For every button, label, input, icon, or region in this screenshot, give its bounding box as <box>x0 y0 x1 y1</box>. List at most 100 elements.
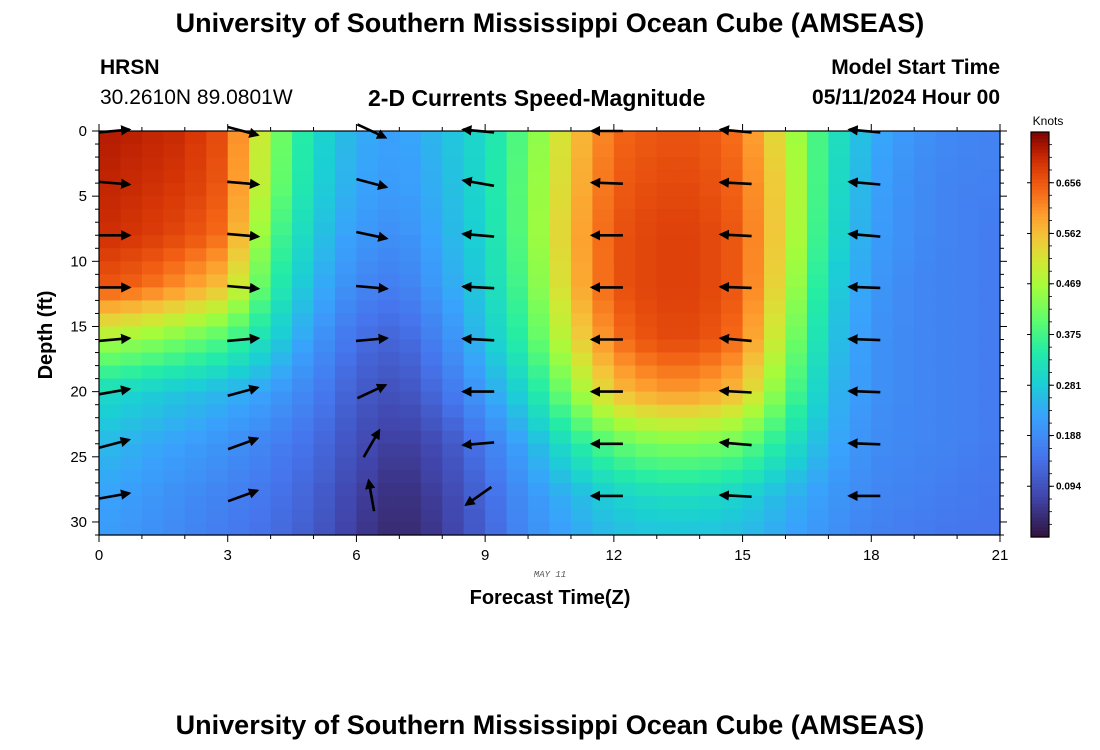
heatmap-cell <box>463 469 486 484</box>
heatmap-cell <box>806 235 829 249</box>
heatmap-cell <box>141 144 164 158</box>
heatmap-cell <box>935 443 958 458</box>
heatmap-cell <box>957 209 980 223</box>
heatmap-cell <box>163 209 186 223</box>
colorbar-tick-label: 0.656 <box>1056 178 1081 189</box>
heatmap-cell <box>334 261 358 275</box>
heatmap-cell <box>528 417 551 432</box>
heatmap-cell <box>656 183 679 197</box>
heatmap-cell <box>828 378 851 393</box>
heatmap-cell <box>292 469 315 484</box>
heatmap-cell <box>785 183 808 197</box>
heatmap-cell <box>828 196 851 210</box>
heatmap-cell <box>292 235 315 249</box>
heatmap-cell <box>549 339 572 354</box>
heatmap-cell <box>313 261 336 275</box>
heatmap-cell <box>892 144 915 158</box>
heatmap-cell <box>227 326 250 341</box>
heatmap-cell <box>699 521 722 536</box>
heatmap-cell <box>227 170 250 184</box>
heatmap-cell <box>99 391 122 406</box>
heatmap-cell <box>528 183 551 197</box>
colorbar-segment <box>1031 317 1049 322</box>
colorbar-segment <box>1031 354 1049 359</box>
colorbar-segment <box>1031 479 1049 484</box>
heatmap-cell <box>206 391 229 406</box>
heatmap-cell <box>334 352 358 367</box>
heatmap-cell <box>849 521 872 536</box>
heatmap-cell <box>227 365 250 380</box>
heatmap-cell <box>227 183 250 197</box>
heatmap-cell <box>270 209 293 223</box>
heatmap-cell <box>141 456 164 471</box>
heatmap-cell <box>613 482 636 497</box>
heatmap-cell <box>399 170 422 184</box>
heatmap-cell <box>120 443 143 458</box>
heatmap-cell <box>399 456 422 471</box>
heatmap-cell <box>764 365 787 380</box>
y-tick-label: 30 <box>70 514 87 531</box>
heatmap-cell <box>678 274 701 288</box>
heatmap-cell <box>613 365 636 380</box>
heatmap-cell <box>549 287 572 302</box>
heatmap-cell <box>678 482 701 497</box>
heatmap-cell <box>463 209 486 223</box>
colorbar-segment <box>1031 368 1049 373</box>
heatmap-cell <box>184 469 207 484</box>
heatmap-cell <box>377 144 400 158</box>
heatmap-cell <box>399 352 422 367</box>
heatmap-cell <box>528 430 551 445</box>
heatmap-cell <box>206 339 229 354</box>
heatmap-cell <box>806 261 829 275</box>
heatmap-cell <box>892 287 915 302</box>
heatmap-cell <box>227 261 250 275</box>
heatmap-cell <box>957 235 980 249</box>
heatmap-cell <box>420 495 443 510</box>
heatmap-cell <box>485 287 508 302</box>
heatmap-cell <box>463 391 486 406</box>
heatmap-cell <box>377 300 400 315</box>
heatmap-cell <box>828 131 851 145</box>
heatmap-cell <box>206 443 229 458</box>
colorbar-segment <box>1031 196 1049 201</box>
heatmap-cell <box>270 521 293 536</box>
current-vector-arrow <box>355 333 389 345</box>
heatmap-cell <box>678 469 701 484</box>
heatmap-cell <box>978 287 1001 302</box>
heatmap-cell <box>656 469 679 484</box>
heatmap-cell <box>592 183 615 197</box>
heatmap-cell <box>141 170 164 184</box>
heatmap-cell <box>485 183 508 197</box>
heatmap-cell <box>613 144 636 158</box>
y-tick-label: 25 <box>70 449 87 466</box>
heatmap-cell <box>420 378 443 393</box>
heatmap-cell <box>549 378 572 393</box>
heatmap-cell <box>978 300 1001 315</box>
heatmap-cell <box>699 378 722 393</box>
colorbar-segment <box>1031 422 1049 427</box>
heatmap-cell <box>485 443 508 458</box>
heatmap-cell <box>99 222 122 236</box>
heatmap-cell <box>528 469 551 484</box>
heatmap-cell <box>334 326 358 341</box>
heatmap-cell <box>914 131 937 145</box>
heatmap-cell <box>206 521 229 536</box>
heatmap-cell <box>806 287 829 302</box>
heatmap-cell <box>742 521 765 536</box>
heatmap-cell <box>141 391 164 406</box>
heatmap-cell <box>206 235 229 249</box>
heatmap-cell <box>270 469 293 484</box>
heatmap-cell <box>463 196 486 210</box>
heatmap-cell <box>120 352 143 367</box>
heatmap-cell <box>871 326 894 341</box>
heatmap-cell <box>656 196 679 210</box>
heatmap-cell <box>592 261 615 275</box>
heatmap-cell <box>334 521 358 536</box>
heatmap-cell <box>356 196 379 210</box>
heatmap-cell <box>978 183 1001 197</box>
heatmap-cell <box>613 521 636 536</box>
x-axis-label: Forecast Time(Z) <box>470 587 631 609</box>
heatmap-cell <box>570 456 593 471</box>
heatmap-cell <box>184 222 207 236</box>
heatmap-cell <box>270 508 293 523</box>
